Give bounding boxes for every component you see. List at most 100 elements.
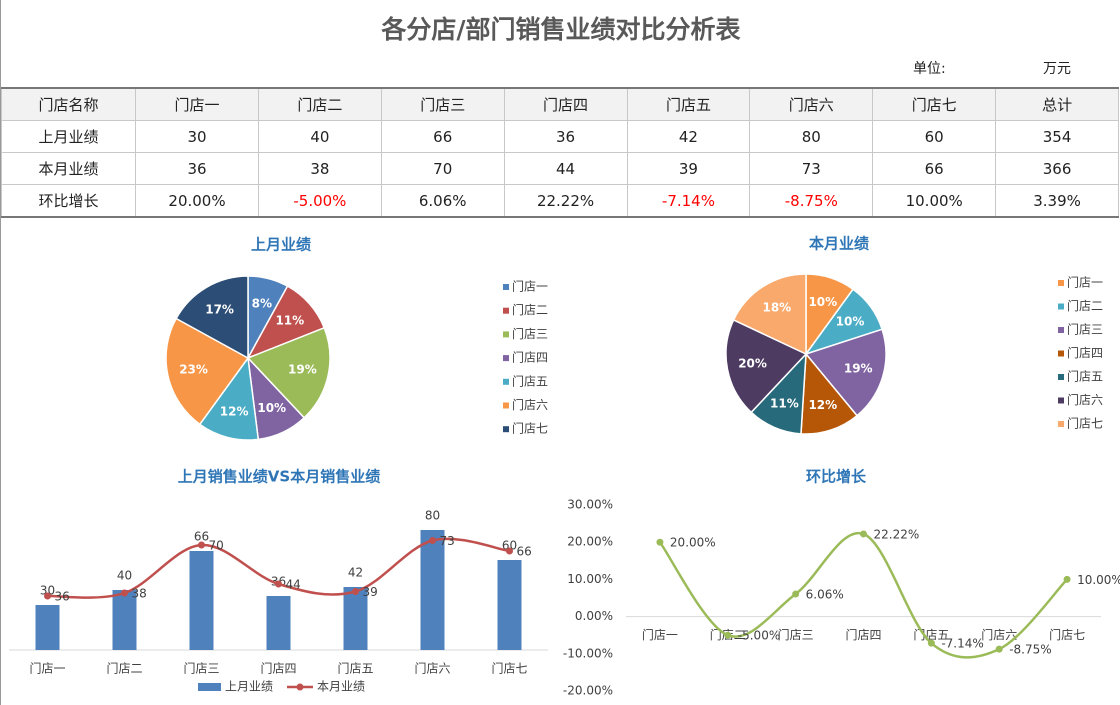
line-label: 36: [55, 590, 70, 604]
line-marker: [44, 592, 51, 600]
x-tick-label: 门店三: [778, 627, 814, 642]
legend-swatch: [1058, 397, 1064, 404]
table-cell: 39: [626, 152, 751, 185]
table-row: 环比增长 20.00% -5.00% 6.06% 22.22% -7.14% -8.75% 1…: [0, 184, 1119, 218]
table-row: 本月业绩 36 38 70 44 39 73 66 366: [0, 152, 1119, 185]
line-marker: [860, 530, 867, 538]
line-label: 38: [132, 587, 147, 601]
chart-title: 上月销售业绩VS本月销售业绩: [178, 468, 380, 486]
line-marker: [198, 541, 205, 549]
x-tick-label: 门店三: [183, 661, 219, 676]
line-marker: [656, 538, 664, 546]
page-title: 各分店/部门销售业绩对比分析表: [381, 15, 741, 44]
line-label: 22.22%: [874, 527, 920, 541]
table-cell: 本月业绩: [0, 152, 137, 185]
table-cell: 10.00%: [872, 184, 997, 218]
table-cell: -5.00%: [257, 184, 382, 218]
table-cell: 70: [380, 152, 505, 185]
line-marker: [352, 588, 359, 595]
line-label: -7.14%: [941, 637, 983, 651]
slice-label: 20%: [738, 357, 767, 371]
header-cell: 总计: [995, 87, 1119, 121]
x-tick-label: 门店四: [845, 627, 881, 642]
chart-title: 本月业绩: [809, 235, 869, 253]
pie-slice: [165, 317, 250, 426]
legend-swatch: [1058, 327, 1064, 333]
legend-label: 本月业绩: [317, 680, 365, 694]
legend-label: 门店三: [512, 326, 548, 341]
legend-swatch: [1058, 421, 1064, 427]
line-label: 10.00%: [1077, 573, 1120, 587]
bar: [35, 605, 60, 650]
x-tick-label: 门店七: [1049, 627, 1085, 642]
pie-slice: [198, 356, 260, 441]
table-cell: 38: [257, 152, 382, 185]
bar: [420, 530, 445, 650]
x-tick-label: 门店一: [29, 661, 65, 676]
line-label: 6.06%: [806, 588, 844, 602]
legend-swatch: [503, 355, 509, 362]
slice-label: 12%: [220, 405, 249, 419]
legend-label: 门店六: [1067, 392, 1103, 407]
legend-label: 门店一: [1067, 275, 1103, 290]
bar: [112, 590, 137, 650]
table-cell: 80: [749, 120, 874, 153]
pie-slice: [804, 328, 887, 417]
legend-label: 门店三: [1067, 322, 1103, 337]
legend-label: 门店五: [1067, 369, 1103, 384]
legend-swatch: [1058, 280, 1064, 286]
slice-label: 10%: [836, 315, 865, 329]
table-cell: 44: [503, 152, 628, 185]
line-marker: [724, 631, 732, 639]
legend-label: 门店四: [512, 350, 548, 365]
slice-label: 23%: [179, 363, 208, 377]
legend-swatch: [1058, 374, 1064, 380]
x-tick-label: 门店一: [642, 627, 678, 642]
y-tick-label: 30.00%: [567, 498, 613, 512]
bar: [343, 587, 368, 650]
bar-label: 42: [348, 566, 363, 580]
legend-label: 上月业绩: [225, 680, 273, 694]
pie-slice: [246, 326, 331, 419]
line-label: -8.75%: [1009, 643, 1051, 657]
header-cell: 门店三: [380, 87, 505, 121]
pie-slice: [175, 275, 249, 360]
legend-label: 门店一: [512, 279, 548, 294]
unit-label: 单位:: [913, 61, 946, 77]
slice-label: 11%: [275, 314, 304, 328]
pie-slice: [800, 352, 859, 435]
chart-title: 环比增长: [806, 468, 867, 486]
legend-swatch: [503, 284, 509, 290]
bar-label: 40: [117, 569, 132, 583]
slice-label: 12%: [808, 398, 837, 412]
table-row: 上月业绩 30 40 66 36 42 80 60 354: [0, 120, 1119, 153]
slice-label: 11%: [770, 396, 799, 410]
table-cell: 20.00%: [135, 184, 259, 218]
table-cell: 3.39%: [995, 184, 1119, 218]
legend-swatch: [503, 426, 509, 433]
slice-label: 10%: [808, 295, 837, 309]
unit: 万元: [1043, 61, 1071, 77]
x-tick-label: 门店七: [491, 661, 527, 676]
legend-label: 门店四: [1067, 345, 1103, 360]
legend-swatch: [1058, 350, 1064, 357]
legend-label: 门店六: [512, 397, 548, 412]
table-cell: 366: [995, 152, 1119, 185]
table-cell: 354: [995, 120, 1119, 153]
bar-label: 66: [194, 530, 209, 544]
line-label: 44: [286, 578, 301, 592]
line-marker: [506, 547, 513, 555]
line-label: 73: [440, 534, 455, 548]
y-tick-label: 0.00%: [575, 609, 613, 623]
table-cell: 30: [135, 120, 259, 153]
legend-label: 门店七: [512, 421, 548, 436]
pie-slice: [725, 318, 808, 414]
legend-label: 门店七: [1067, 416, 1103, 431]
x-tick-label: 门店四: [260, 661, 296, 676]
header-cell: 门店一: [135, 87, 259, 121]
y-tick-label: 20.00%: [567, 535, 613, 549]
bar: [266, 596, 291, 650]
slice-label: 8%: [252, 296, 272, 310]
line-marker: [121, 589, 128, 597]
